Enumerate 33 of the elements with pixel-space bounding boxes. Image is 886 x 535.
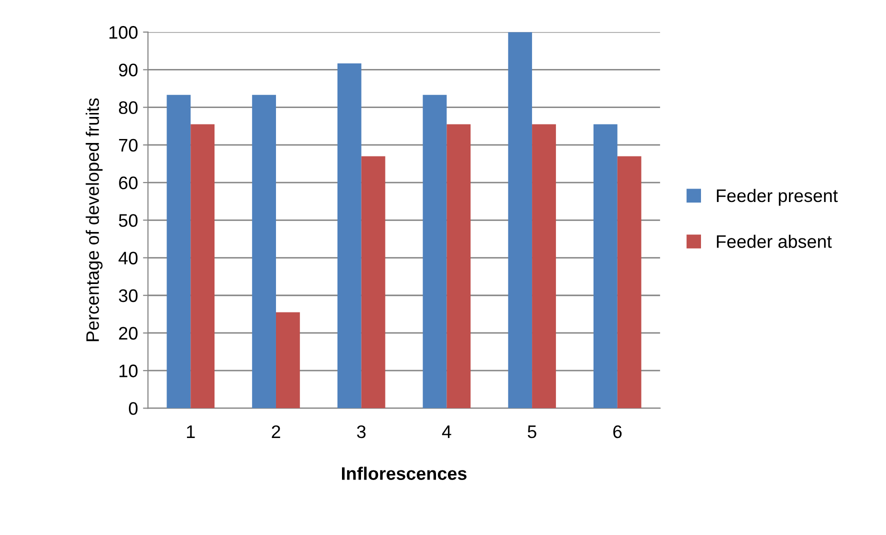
bar	[508, 32, 532, 408]
bar	[337, 63, 362, 408]
x-tick-label: 1	[186, 426, 195, 438]
y-tick-label: 40	[118, 252, 138, 264]
y-tick-label: 60	[119, 176, 138, 190]
y-tick-label: 70	[119, 138, 138, 152]
bar	[422, 94, 447, 408]
y-tick-label: 10	[120, 364, 138, 378]
x-tick-label: 6	[613, 425, 622, 438]
bar	[446, 124, 471, 408]
bar	[361, 156, 386, 408]
x-tick-label: 2	[272, 425, 280, 438]
y-tick-label: 100	[109, 26, 138, 39]
bar	[532, 124, 556, 408]
y-tick-label: 80	[118, 101, 138, 114]
x-axis-title: Inflorescences	[342, 466, 467, 480]
x-tick-label: 5	[528, 426, 536, 438]
bar	[276, 312, 300, 408]
y-axis-title: Percentage of developed fruits	[86, 98, 103, 342]
bar	[593, 124, 618, 408]
y-tick-label: 0	[128, 402, 138, 415]
y-tick-label: 20	[119, 326, 138, 340]
legend-label: Feeder absent	[716, 234, 832, 248]
bar	[190, 124, 215, 408]
y-tick-label: 50	[118, 214, 138, 227]
y-tick-label: 90	[119, 64, 138, 76]
y-tick-label: 30	[118, 289, 138, 302]
bar	[166, 94, 191, 408]
bar	[252, 94, 276, 408]
x-tick-label: 3	[357, 425, 366, 438]
bar	[617, 156, 642, 408]
legend-label: Feeder present	[716, 188, 838, 206]
x-tick-label: 4	[442, 426, 452, 438]
